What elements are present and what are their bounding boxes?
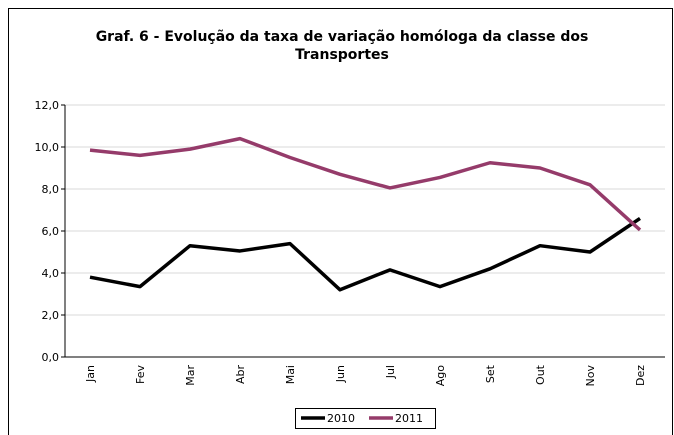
y-tick-label: 12,0 bbox=[35, 99, 60, 112]
x-tick-label: Set bbox=[484, 364, 497, 383]
x-tick-label: Out bbox=[534, 364, 547, 385]
chart-title: Graf. 6 - Evolução da taxa de variação h… bbox=[95, 29, 589, 63]
x-tick-label: Jul bbox=[384, 365, 397, 379]
legend-box bbox=[295, 408, 436, 429]
x-tick-label: Jan bbox=[84, 365, 97, 383]
y-tick-label: 10,0 bbox=[35, 141, 60, 154]
x-tick-label: Nov bbox=[584, 365, 597, 387]
x-tick-label: Ago bbox=[434, 365, 447, 387]
legend-label: 2011 bbox=[395, 412, 423, 425]
y-tick-label: 4,0 bbox=[42, 267, 60, 280]
y-tick-label: 8,0 bbox=[42, 183, 60, 196]
legend-label: 2010 bbox=[327, 412, 355, 425]
line-series bbox=[89, 216, 641, 292]
x-tick-label: Dez bbox=[634, 365, 647, 386]
x-tick-label: Mai bbox=[284, 365, 297, 384]
y-tick-label: 6,0 bbox=[42, 225, 60, 238]
legend: 2010 2011 bbox=[295, 408, 436, 429]
x-tick-label: Fev bbox=[134, 365, 147, 384]
x-tick-label: Abr bbox=[234, 365, 247, 385]
chart-border bbox=[8, 8, 673, 435]
line-series bbox=[89, 136, 642, 232]
y-tick-label: 0,0 bbox=[42, 351, 60, 364]
x-tick-label: Mar bbox=[184, 365, 197, 386]
y-tick-label: 2,0 bbox=[42, 309, 60, 322]
x-tick-label: Jun bbox=[334, 365, 347, 383]
